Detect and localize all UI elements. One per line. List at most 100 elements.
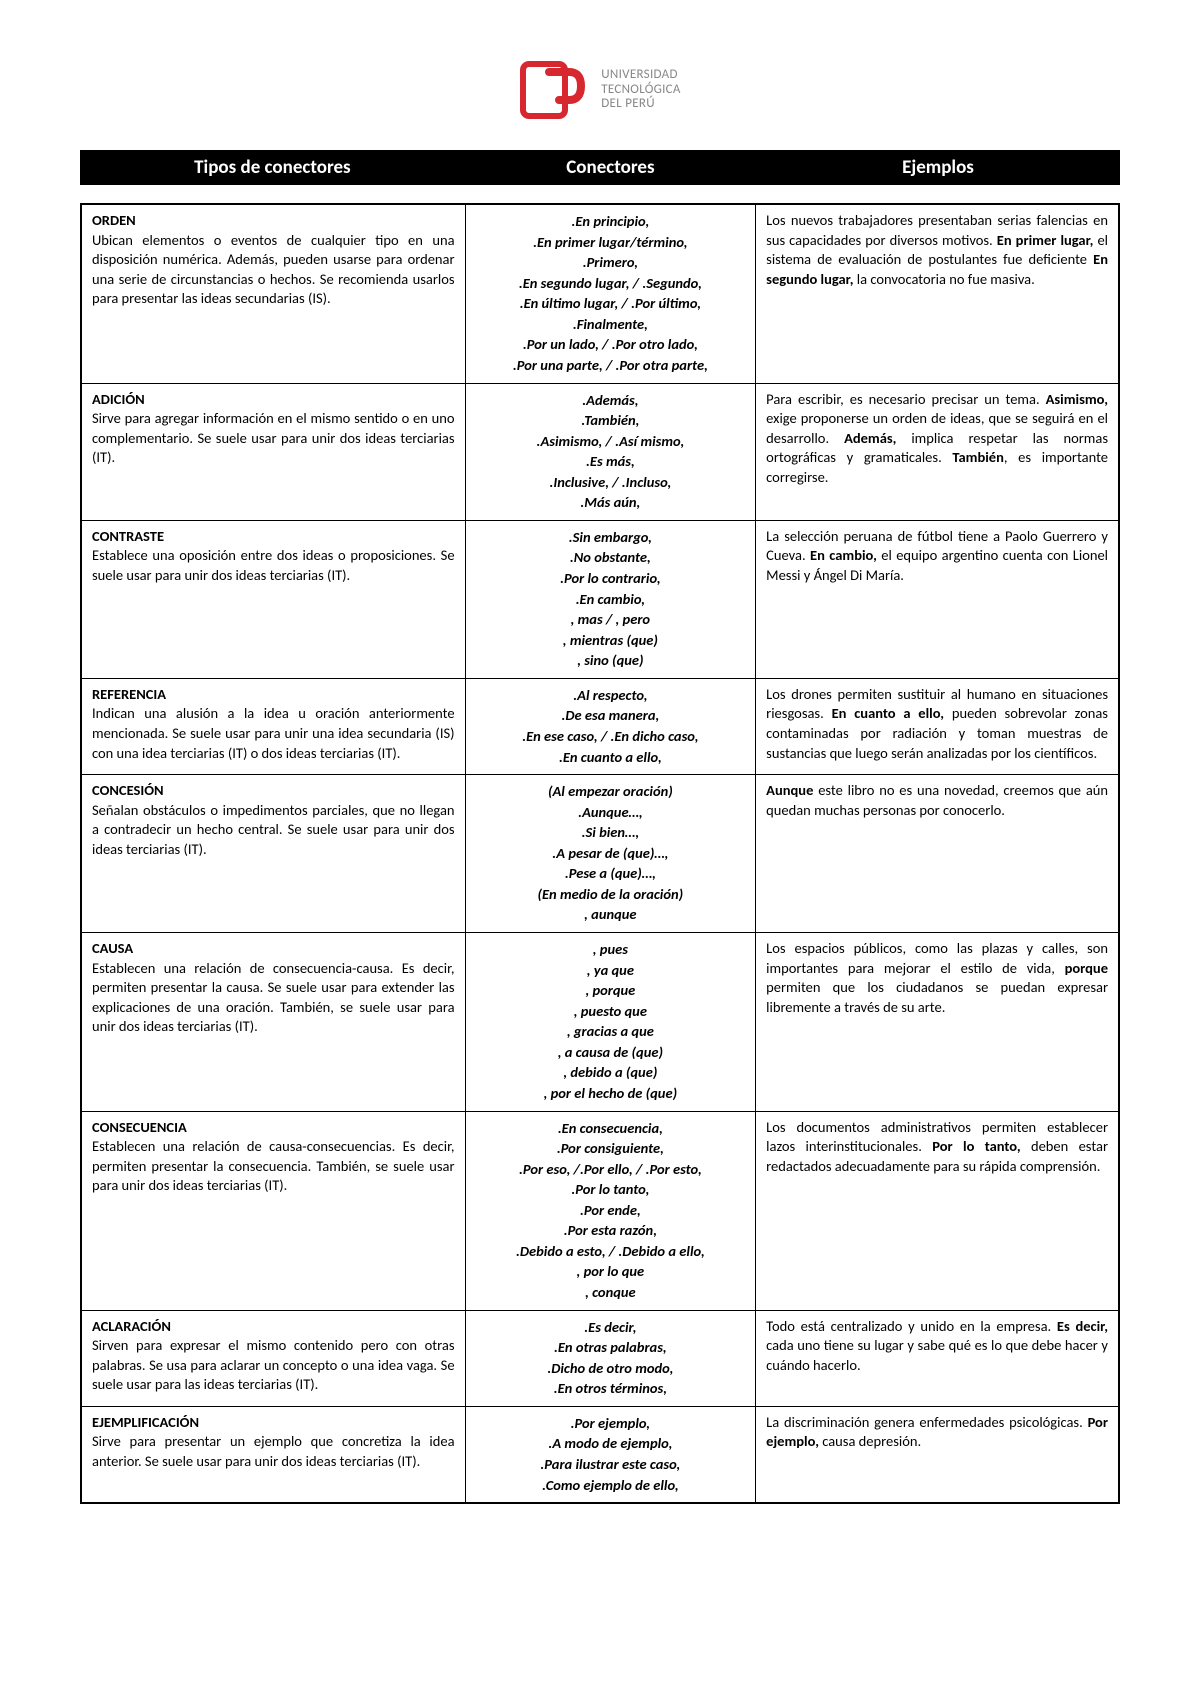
cell-conectores: , pues, ya que, porque, puesto que, grac… xyxy=(465,933,756,1112)
connector-item: .No obstante, xyxy=(476,548,746,568)
connector-item: .Pese a (que)…, xyxy=(476,864,746,884)
logo-icon xyxy=(519,60,589,120)
connector-item: , mientras (que) xyxy=(476,631,746,651)
row-title: ADICIÓN xyxy=(92,390,145,408)
cell-conectores: .Es decir,.En otras palabras,.Dicho de o… xyxy=(465,1310,756,1406)
table-row: ADICIÓNSirve para agregar información en… xyxy=(81,383,1119,520)
connector-item: , por lo que xyxy=(476,1262,746,1282)
connector-item: .Debido a esto, / .Debido a ello, xyxy=(476,1242,746,1262)
connector-item: .En otras palabras, xyxy=(476,1338,746,1358)
cell-conectores: .Sin embargo,.No obstante,.Por lo contra… xyxy=(465,520,756,678)
connector-item: .Por eso, /.Por ello, / .Por esto, xyxy=(476,1160,746,1180)
connector-item: .Aunque…, xyxy=(476,803,746,823)
cell-ejemplo: Los documentos administrativos permiten … xyxy=(756,1111,1119,1310)
connector-item: , mas / , pero xyxy=(476,610,746,630)
cell-conectores: .En principio,.En primer lugar/término,.… xyxy=(465,204,756,383)
row-title: ORDEN xyxy=(92,211,136,229)
connector-item: .En primer lugar/término, xyxy=(476,233,746,253)
connector-item: , gracias a que xyxy=(476,1022,746,1042)
connector-item: .También, xyxy=(476,411,746,431)
connector-item: .Por ende, xyxy=(476,1201,746,1221)
cell-conectores: .Por ejemplo,.A modo de ejemplo,.Para il… xyxy=(465,1406,756,1503)
cell-conectores: .Además,.También,.Asimismo, / .Así mismo… xyxy=(465,383,756,520)
connector-item: .Más aún, xyxy=(476,493,746,513)
connector-item: , debido a (que) xyxy=(476,1063,746,1083)
connector-item: .Además, xyxy=(476,391,746,411)
connector-item: .En cambio, xyxy=(476,590,746,610)
connector-item: .En cuanto a ello, xyxy=(476,748,746,768)
cell-conectores: .En consecuencia,.Por consiguiente,.Por … xyxy=(465,1111,756,1310)
connector-item: .Finalmente, xyxy=(476,315,746,335)
connector-item: .Primero, xyxy=(476,253,746,273)
table-row: CONCESIÓN Señalan obstáculos o impediment… xyxy=(81,775,1119,933)
connector-item: , por el hecho de (que) xyxy=(476,1084,746,1104)
connector-item: , porque xyxy=(476,981,746,1001)
row-desc: Sirven para expresar el mismo contenido … xyxy=(92,1336,455,1393)
connector-item: , a causa de (que) xyxy=(476,1043,746,1063)
connector-item: .De esa manera, xyxy=(476,706,746,726)
connector-item: .En segundo lugar, / .Segundo, xyxy=(476,274,746,294)
row-desc: Indican una alusión a la idea u oración … xyxy=(92,704,455,761)
connector-item: .Por consiguiente, xyxy=(476,1139,746,1159)
row-title: ACLARACIÓN xyxy=(92,1317,171,1335)
table-row: REFERENCIAIndican una alusión a la idea … xyxy=(81,678,1119,774)
table-row: CAUSA Establecen una relación de consecue… xyxy=(81,933,1119,1112)
connector-item: .En consecuencia, xyxy=(476,1119,746,1139)
connector-item: .Por una parte, / .Por otra parte, xyxy=(476,356,746,376)
connector-item: .Por esta razón, xyxy=(476,1221,746,1241)
table-row: ORDEN Ubican elementos o eventos de cualq… xyxy=(81,204,1119,383)
row-desc: Sirve para presentar un ejemplo que conc… xyxy=(92,1432,455,1470)
cell-ejemplo: Los espacios públicos, como las plazas y… xyxy=(756,933,1119,1112)
connector-item: .Por lo tanto, xyxy=(476,1180,746,1200)
cell-ejemplo: La discriminación genera enfermedades ps… xyxy=(756,1406,1119,1503)
connector-item: .Como ejemplo de ello, xyxy=(476,1476,746,1496)
connector-item: .Por un lado, / .Por otro lado, xyxy=(476,335,746,355)
row-desc: Establecen una relación de causa-consecu… xyxy=(92,1137,455,1194)
row-title: CONTRASTE xyxy=(92,527,164,545)
header-tipos: Tipos de conectores xyxy=(80,156,465,179)
connector-item: .Dicho de otro modo, xyxy=(476,1359,746,1379)
row-title: EJEMPLIFICACIÓN xyxy=(92,1413,199,1431)
connector-item: , sino (que) xyxy=(476,651,746,671)
connector-item: , puesto que xyxy=(476,1002,746,1022)
connector-item: , ya que xyxy=(476,961,746,981)
table-row: EJEMPLIFICACIÓNSirve para presentar un e… xyxy=(81,1406,1119,1503)
table-row: CONTRASTEEstablece una oposición entre d… xyxy=(81,520,1119,678)
row-title: CONCESIÓN xyxy=(92,781,164,799)
row-title: REFERENCIA xyxy=(92,685,166,703)
cell-conectores: .Al respecto,.De esa manera,.En ese caso… xyxy=(465,678,756,774)
cell-ejemplo: Para escribir, es necesario precisar un … xyxy=(756,383,1119,520)
connector-item: , conque xyxy=(476,1283,746,1303)
connector-item: (En medio de la oración) xyxy=(476,885,746,905)
connector-item: .En ese caso, / .En dicho caso, xyxy=(476,727,746,747)
cell-tipo: CONTRASTEEstablece una oposición entre d… xyxy=(81,520,465,678)
connector-item: .Si bien…, xyxy=(476,823,746,843)
connector-item: .Es decir, xyxy=(476,1318,746,1338)
connector-item: , aunque xyxy=(476,905,746,925)
cell-ejemplo: Los nuevos trabajadores presentaban seri… xyxy=(756,204,1119,383)
page-logo: UNIVERSIDAD TECNOLÓGICA DEL PERÚ xyxy=(80,60,1120,120)
row-desc: Ubican elementos o eventos de cualquier … xyxy=(92,231,455,308)
table-row: ACLARACIÓNSirven para expresar el mismo … xyxy=(81,1310,1119,1406)
cell-tipo: CONCESIÓN Señalan obstáculos o impediment… xyxy=(81,775,465,933)
row-title: CAUSA xyxy=(92,939,133,957)
row-title: CONSECUENCIA xyxy=(92,1118,187,1136)
cell-ejemplo: Los drones permiten sustituir al humano … xyxy=(756,678,1119,774)
connector-item: .En último lugar, / .Por último, xyxy=(476,294,746,314)
cell-tipo: REFERENCIAIndican una alusión a la idea … xyxy=(81,678,465,774)
row-desc: Sirve para agregar información en el mis… xyxy=(92,409,455,466)
connector-item: , pues xyxy=(476,940,746,960)
logo-line-3: DEL PERÚ xyxy=(601,97,680,112)
connector-item: .Sin embargo, xyxy=(476,528,746,548)
connector-item: .Por lo contrario, xyxy=(476,569,746,589)
row-desc: Señalan obstáculos o impedimentos parcia… xyxy=(92,801,455,858)
column-headers: Tipos de conectores Conectores Ejemplos xyxy=(80,150,1120,185)
logo-text: UNIVERSIDAD TECNOLÓGICA DEL PERÚ xyxy=(601,68,680,113)
logo-line-1: UNIVERSIDAD xyxy=(601,68,680,83)
cell-conectores: (Al empezar oración).Aunque…,.Si bien…,.… xyxy=(465,775,756,933)
header-conectores: Conectores xyxy=(465,156,756,179)
cell-tipo: ADICIÓNSirve para agregar información en… xyxy=(81,383,465,520)
connector-item: .En otros términos, xyxy=(476,1379,746,1399)
row-desc: Establecen una relación de consecuencia-… xyxy=(92,959,455,1036)
connectors-table: ORDEN Ubican elementos o eventos de cualq… xyxy=(80,203,1120,1504)
